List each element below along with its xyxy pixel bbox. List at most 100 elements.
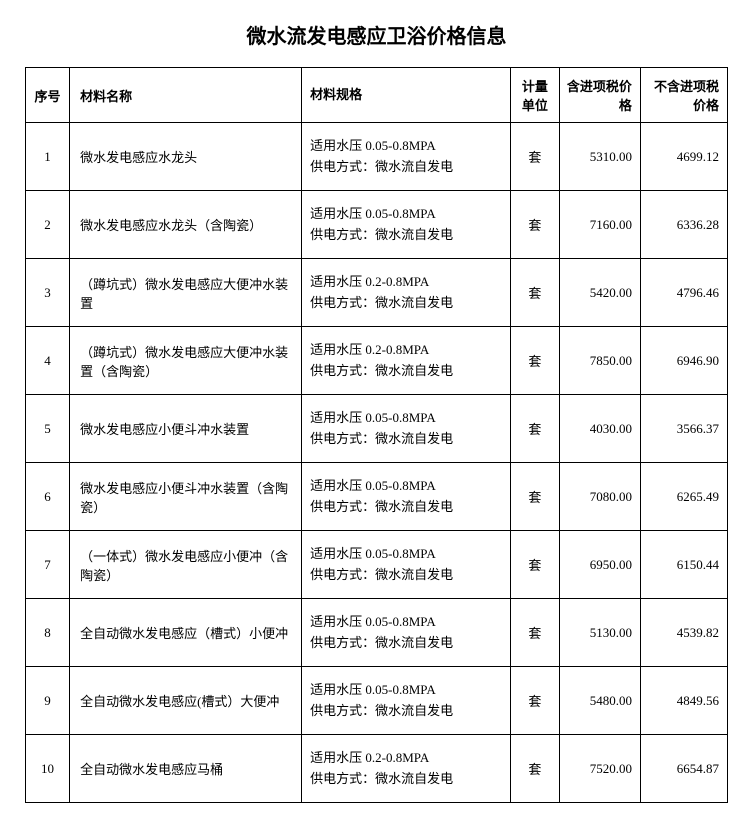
cell-price-notax: 4539.82 <box>640 599 727 667</box>
cell-unit: 套 <box>511 123 560 191</box>
cell-spec: 适用水压 0.05-0.8MPA供电方式：微水流自发电 <box>302 463 511 531</box>
header-price-notax: 不含进项税价格 <box>640 68 727 123</box>
cell-seq: 9 <box>26 667 70 735</box>
cell-seq: 4 <box>26 327 70 395</box>
cell-price-tax: 5420.00 <box>559 259 640 327</box>
cell-price-tax: 6950.00 <box>559 531 640 599</box>
page-title: 微水流发电感应卫浴价格信息 <box>25 20 728 49</box>
table-row: 9全自动微水发电感应(槽式）大便冲适用水压 0.05-0.8MPA供电方式：微水… <box>26 667 728 735</box>
spec-line1: 适用水压 0.2-0.8MPA <box>310 272 504 293</box>
cell-unit: 套 <box>511 259 560 327</box>
cell-name: 微水发电感应水龙头 <box>70 123 302 191</box>
cell-price-tax: 5130.00 <box>559 599 640 667</box>
cell-price-tax: 5480.00 <box>559 667 640 735</box>
cell-unit: 套 <box>511 463 560 531</box>
cell-price-notax: 4849.56 <box>640 667 727 735</box>
spec-line1: 适用水压 0.05-0.8MPA <box>310 476 504 497</box>
spec-line2: 供电方式：微水流自发电 <box>310 293 504 314</box>
cell-price-notax: 4699.12 <box>640 123 727 191</box>
spec-line2: 供电方式：微水流自发电 <box>310 769 504 790</box>
cell-name: 微水发电感应水龙头（含陶瓷） <box>70 191 302 259</box>
header-unit: 计量单位 <box>511 68 560 123</box>
cell-name: （蹲坑式）微水发电感应大便冲水装置 <box>70 259 302 327</box>
cell-spec: 适用水压 0.05-0.8MPA供电方式：微水流自发电 <box>302 191 511 259</box>
cell-unit: 套 <box>511 667 560 735</box>
cell-spec: 适用水压 0.05-0.8MPA供电方式：微水流自发电 <box>302 599 511 667</box>
table-row: 5微水发电感应小便斗冲水装置适用水压 0.05-0.8MPA供电方式：微水流自发… <box>26 395 728 463</box>
spec-line2: 供电方式：微水流自发电 <box>310 497 504 518</box>
cell-price-notax: 6150.44 <box>640 531 727 599</box>
cell-name: 全自动微水发电感应(槽式）大便冲 <box>70 667 302 735</box>
header-seq: 序号 <box>26 68 70 123</box>
cell-name: 微水发电感应小便斗冲水装置 <box>70 395 302 463</box>
table-row: 8全自动微水发电感应（槽式）小便冲适用水压 0.05-0.8MPA供电方式：微水… <box>26 599 728 667</box>
table-row: 4（蹲坑式）微水发电感应大便冲水装置（含陶瓷）适用水压 0.2-0.8MPA供电… <box>26 327 728 395</box>
cell-price-notax: 3566.37 <box>640 395 727 463</box>
header-spec: 材料规格 <box>302 68 511 123</box>
spec-line1: 适用水压 0.05-0.8MPA <box>310 136 504 157</box>
cell-name: 全自动微水发电感应（槽式）小便冲 <box>70 599 302 667</box>
cell-seq: 6 <box>26 463 70 531</box>
table-row: 3（蹲坑式）微水发电感应大便冲水装置适用水压 0.2-0.8MPA供电方式：微水… <box>26 259 728 327</box>
cell-name: （一体式）微水发电感应小便冲（含陶瓷） <box>70 531 302 599</box>
spec-line1: 适用水压 0.05-0.8MPA <box>310 544 504 565</box>
cell-unit: 套 <box>511 395 560 463</box>
spec-line2: 供电方式：微水流自发电 <box>310 633 504 654</box>
cell-seq: 8 <box>26 599 70 667</box>
cell-seq: 1 <box>26 123 70 191</box>
cell-seq: 7 <box>26 531 70 599</box>
cell-unit: 套 <box>511 327 560 395</box>
cell-price-notax: 6265.49 <box>640 463 727 531</box>
cell-unit: 套 <box>511 735 560 803</box>
cell-price-tax: 7160.00 <box>559 191 640 259</box>
cell-unit: 套 <box>511 191 560 259</box>
cell-price-notax: 4796.46 <box>640 259 727 327</box>
table-row: 1微水发电感应水龙头适用水压 0.05-0.8MPA供电方式：微水流自发电套53… <box>26 123 728 191</box>
spec-line2: 供电方式：微水流自发电 <box>310 701 504 722</box>
cell-price-tax: 7080.00 <box>559 463 640 531</box>
cell-name: 全自动微水发电感应马桶 <box>70 735 302 803</box>
cell-spec: 适用水压 0.05-0.8MPA供电方式：微水流自发电 <box>302 395 511 463</box>
cell-spec: 适用水压 0.2-0.8MPA供电方式：微水流自发电 <box>302 259 511 327</box>
table-header-row: 序号 材料名称 材料规格 计量单位 含进项税价格 不含进项税价格 <box>26 68 728 123</box>
price-table: 序号 材料名称 材料规格 计量单位 含进项税价格 不含进项税价格 1微水发电感应… <box>25 67 728 803</box>
spec-line2: 供电方式：微水流自发电 <box>310 361 504 382</box>
header-price-tax: 含进项税价格 <box>559 68 640 123</box>
cell-price-tax: 5310.00 <box>559 123 640 191</box>
spec-line2: 供电方式：微水流自发电 <box>310 565 504 586</box>
spec-line1: 适用水压 0.2-0.8MPA <box>310 748 504 769</box>
cell-price-notax: 6336.28 <box>640 191 727 259</box>
table-row: 7（一体式）微水发电感应小便冲（含陶瓷）适用水压 0.05-0.8MPA供电方式… <box>26 531 728 599</box>
cell-name: 微水发电感应小便斗冲水装置（含陶瓷） <box>70 463 302 531</box>
cell-price-notax: 6946.90 <box>640 327 727 395</box>
spec-line1: 适用水压 0.05-0.8MPA <box>310 408 504 429</box>
table-row: 6微水发电感应小便斗冲水装置（含陶瓷）适用水压 0.05-0.8MPA供电方式：… <box>26 463 728 531</box>
cell-unit: 套 <box>511 531 560 599</box>
spec-line1: 适用水压 0.05-0.8MPA <box>310 612 504 633</box>
cell-price-tax: 4030.00 <box>559 395 640 463</box>
spec-line2: 供电方式：微水流自发电 <box>310 225 504 246</box>
table-row: 10全自动微水发电感应马桶适用水压 0.2-0.8MPA供电方式：微水流自发电套… <box>26 735 728 803</box>
cell-spec: 适用水压 0.05-0.8MPA供电方式：微水流自发电 <box>302 123 511 191</box>
cell-price-notax: 6654.87 <box>640 735 727 803</box>
spec-line2: 供电方式：微水流自发电 <box>310 429 504 450</box>
cell-unit: 套 <box>511 599 560 667</box>
cell-spec: 适用水压 0.05-0.8MPA供电方式：微水流自发电 <box>302 531 511 599</box>
cell-name: （蹲坑式）微水发电感应大便冲水装置（含陶瓷） <box>70 327 302 395</box>
cell-seq: 10 <box>26 735 70 803</box>
spec-line1: 适用水压 0.05-0.8MPA <box>310 680 504 701</box>
cell-seq: 2 <box>26 191 70 259</box>
header-name: 材料名称 <box>70 68 302 123</box>
spec-line1: 适用水压 0.2-0.8MPA <box>310 340 504 361</box>
cell-price-tax: 7850.00 <box>559 327 640 395</box>
cell-spec: 适用水压 0.05-0.8MPA供电方式：微水流自发电 <box>302 667 511 735</box>
cell-price-tax: 7520.00 <box>559 735 640 803</box>
table-row: 2微水发电感应水龙头（含陶瓷）适用水压 0.05-0.8MPA供电方式：微水流自… <box>26 191 728 259</box>
cell-spec: 适用水压 0.2-0.8MPA供电方式：微水流自发电 <box>302 735 511 803</box>
spec-line2: 供电方式：微水流自发电 <box>310 157 504 178</box>
cell-seq: 5 <box>26 395 70 463</box>
spec-line1: 适用水压 0.05-0.8MPA <box>310 204 504 225</box>
cell-seq: 3 <box>26 259 70 327</box>
table-body: 1微水发电感应水龙头适用水压 0.05-0.8MPA供电方式：微水流自发电套53… <box>26 123 728 803</box>
cell-spec: 适用水压 0.2-0.8MPA供电方式：微水流自发电 <box>302 327 511 395</box>
